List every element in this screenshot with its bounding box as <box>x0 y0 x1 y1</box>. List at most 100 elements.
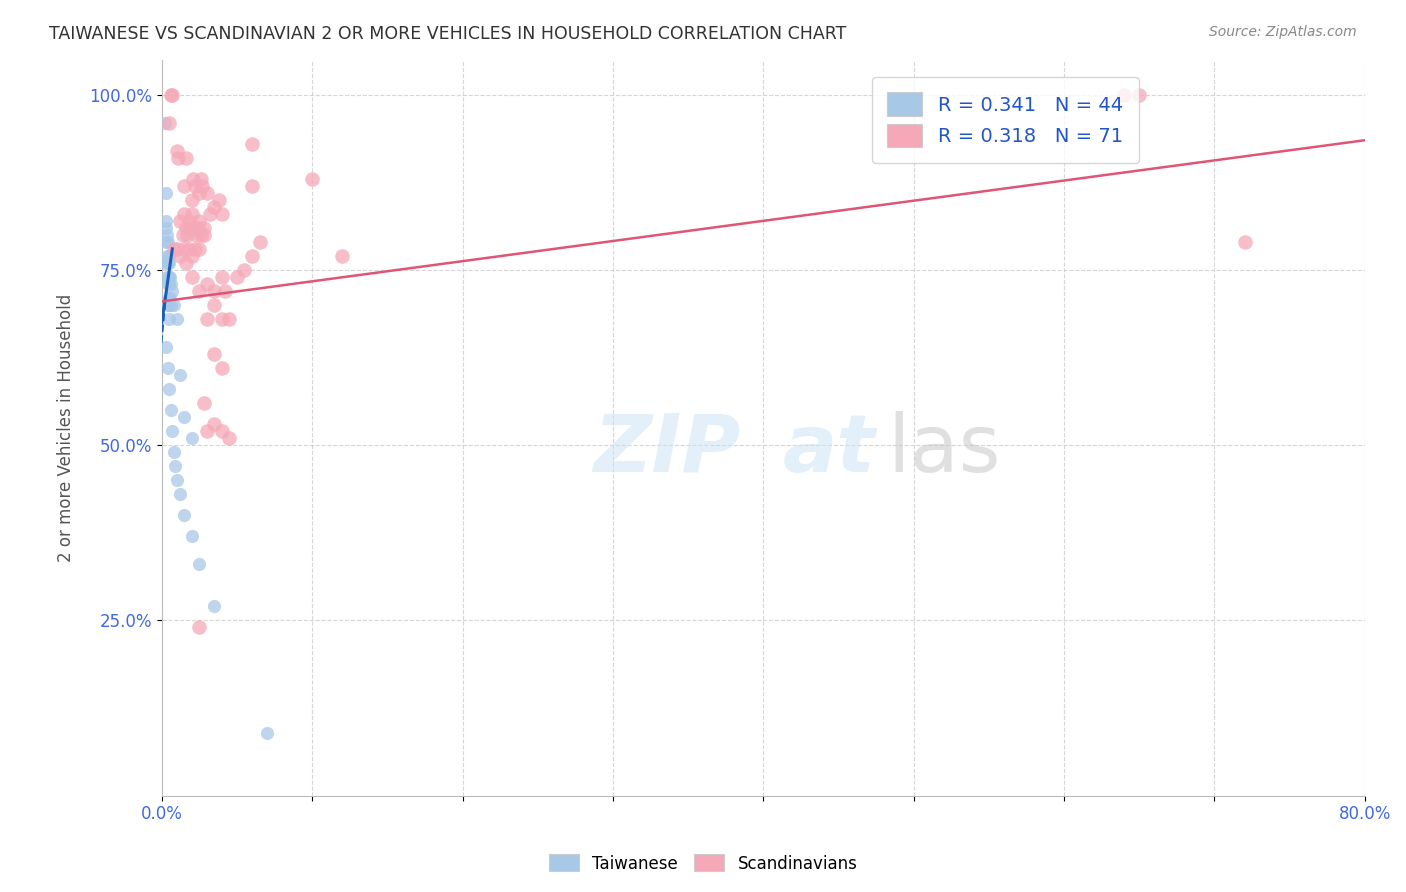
Point <box>195 424 218 438</box>
Point <box>240 178 263 193</box>
Point <box>1128 87 1150 102</box>
Point <box>157 291 180 305</box>
Point <box>1114 87 1136 102</box>
Text: ZIP: ZIP <box>593 410 741 489</box>
Point <box>186 227 208 242</box>
Point <box>211 361 233 376</box>
Point <box>208 193 231 207</box>
Point <box>204 298 226 312</box>
Point <box>155 220 177 235</box>
Y-axis label: 2 or more Vehicles in Household: 2 or more Vehicles in Household <box>58 293 75 562</box>
Point <box>211 424 233 438</box>
Point <box>218 431 240 445</box>
Point <box>173 242 195 256</box>
Point <box>160 87 183 102</box>
Point <box>188 284 211 298</box>
Point <box>169 368 191 383</box>
Point <box>211 269 233 284</box>
Point <box>162 424 184 438</box>
Point <box>176 227 198 242</box>
Point <box>177 242 200 256</box>
Point <box>153 116 176 130</box>
Point <box>184 178 207 193</box>
Point <box>211 312 233 326</box>
Point <box>188 620 211 634</box>
Point <box>301 171 323 186</box>
Point <box>156 298 179 312</box>
Point <box>174 151 197 165</box>
Point <box>174 220 197 235</box>
Point <box>166 242 188 256</box>
Point <box>249 235 271 249</box>
Point <box>166 312 188 326</box>
Point <box>173 178 195 193</box>
Point <box>167 151 190 165</box>
Point <box>195 312 218 326</box>
Point <box>218 312 240 326</box>
Point <box>165 459 187 474</box>
Point <box>204 200 226 214</box>
Point <box>240 136 263 151</box>
Point <box>156 249 179 263</box>
Point <box>188 558 211 572</box>
Point <box>180 249 202 263</box>
Point <box>183 171 205 186</box>
Point <box>156 256 179 270</box>
Point <box>159 277 181 291</box>
Point <box>159 298 181 312</box>
Point <box>169 487 191 501</box>
Point <box>157 382 180 396</box>
Point <box>169 249 191 263</box>
Point <box>159 269 181 284</box>
Point <box>173 508 195 523</box>
Text: TAIWANESE VS SCANDINAVIAN 2 OR MORE VEHICLES IN HOUSEHOLD CORRELATION CHART: TAIWANESE VS SCANDINAVIAN 2 OR MORE VEHI… <box>49 25 846 43</box>
Point <box>156 277 179 291</box>
Point <box>157 298 180 312</box>
Point <box>157 249 180 263</box>
Point <box>155 256 177 270</box>
Point <box>204 347 226 361</box>
Point <box>163 445 186 459</box>
Point <box>159 403 181 417</box>
Point <box>172 227 194 242</box>
Point <box>163 242 186 256</box>
Point <box>180 269 202 284</box>
Point <box>193 396 215 410</box>
Point <box>157 256 180 270</box>
Text: at: at <box>783 410 876 489</box>
Legend: Taiwanese, Scandinavians: Taiwanese, Scandinavians <box>541 847 865 880</box>
Text: Source: ZipAtlas.com: Source: ZipAtlas.com <box>1209 25 1357 39</box>
Point <box>162 284 184 298</box>
Point <box>190 171 212 186</box>
Point <box>177 214 200 228</box>
Point <box>330 249 353 263</box>
Point <box>174 256 197 270</box>
Point <box>155 186 177 200</box>
Point <box>214 284 236 298</box>
Point <box>193 227 215 242</box>
Point <box>188 214 211 228</box>
Point <box>156 361 179 376</box>
Point <box>211 207 233 221</box>
Point <box>187 220 209 235</box>
Point <box>184 220 207 235</box>
Point <box>169 214 191 228</box>
Point <box>226 269 249 284</box>
Point <box>240 249 263 263</box>
Point <box>166 473 188 487</box>
Point <box>233 263 256 277</box>
Point <box>193 220 215 235</box>
Point <box>204 599 226 614</box>
Point <box>256 725 278 739</box>
Point <box>180 431 202 445</box>
Point <box>159 291 181 305</box>
Point <box>180 207 202 221</box>
Point <box>156 269 179 284</box>
Point <box>173 410 195 425</box>
Point <box>179 220 201 235</box>
Point <box>180 193 202 207</box>
Point <box>156 235 179 249</box>
Text: las: las <box>887 410 1001 489</box>
Point <box>157 312 180 326</box>
Point <box>204 417 226 432</box>
